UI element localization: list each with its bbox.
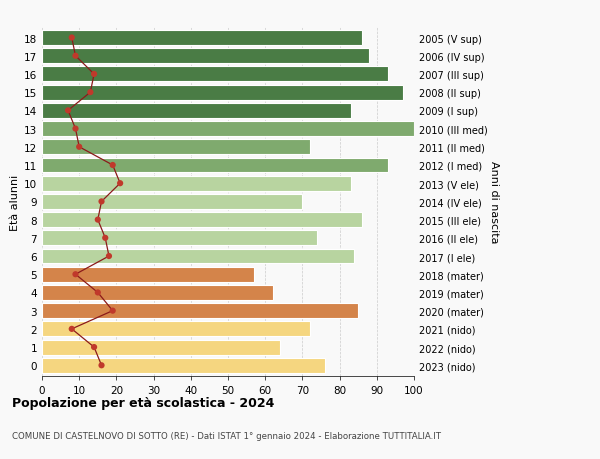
Y-axis label: Anni di nascita: Anni di nascita	[489, 161, 499, 243]
Point	[93, 217, 103, 224]
Point	[71, 126, 80, 133]
Point	[93, 289, 103, 297]
Bar	[42, 140, 310, 155]
Point	[67, 35, 77, 42]
Bar	[42, 31, 362, 46]
Point	[89, 71, 99, 78]
Bar	[42, 213, 362, 228]
Text: COMUNE DI CASTELNOVO DI SOTTO (RE) - Dati ISTAT 1° gennaio 2024 - Elaborazione T: COMUNE DI CASTELNOVO DI SOTTO (RE) - Dat…	[12, 431, 441, 440]
Bar	[42, 231, 317, 246]
Point	[74, 144, 84, 151]
Point	[71, 271, 80, 278]
Bar	[42, 340, 280, 355]
Point	[67, 325, 77, 333]
Bar	[42, 122, 414, 137]
Bar	[42, 176, 351, 191]
Bar	[42, 104, 351, 118]
Point	[100, 235, 110, 242]
Bar	[42, 85, 403, 101]
Point	[108, 308, 118, 315]
Bar	[42, 358, 325, 373]
Bar	[42, 67, 388, 82]
Bar	[42, 158, 388, 173]
Point	[104, 253, 114, 260]
Text: Popolazione per età scolastica - 2024: Popolazione per età scolastica - 2024	[12, 396, 274, 409]
Point	[71, 53, 80, 60]
Bar	[42, 249, 355, 264]
Point	[108, 162, 118, 169]
Point	[97, 362, 106, 369]
Bar	[42, 195, 302, 209]
Point	[86, 89, 95, 97]
Bar	[42, 267, 254, 282]
Point	[63, 107, 73, 115]
Point	[89, 344, 99, 351]
Point	[115, 180, 125, 187]
Y-axis label: Età alunni: Età alunni	[10, 174, 20, 230]
Point	[97, 198, 106, 206]
Bar	[42, 303, 358, 319]
Bar	[42, 49, 370, 64]
Bar	[42, 285, 272, 300]
Bar	[42, 322, 310, 336]
